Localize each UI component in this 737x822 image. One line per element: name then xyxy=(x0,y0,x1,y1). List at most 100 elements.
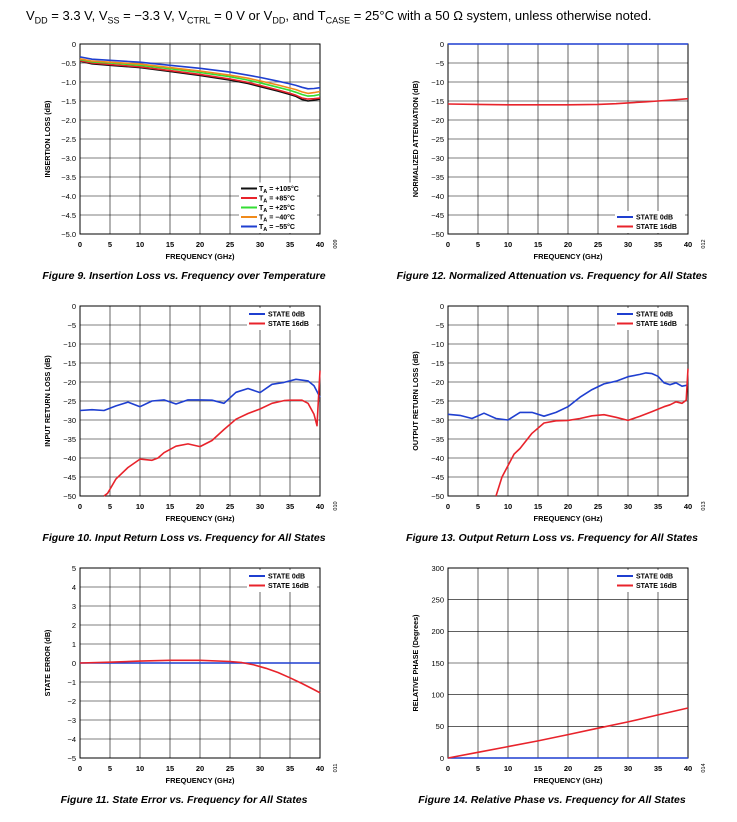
y-tick-label: 2 xyxy=(72,621,76,630)
header-subscript: DD xyxy=(34,15,48,26)
legend-label: STATE 16dB xyxy=(268,321,309,328)
x-tick-label: 20 xyxy=(564,502,572,511)
y-tick-label: −1.5 xyxy=(61,97,76,106)
header-subscript: CTRL xyxy=(187,15,211,26)
x-tick-label: 5 xyxy=(476,240,480,249)
x-axis-label: FREQUENCY (GHz) xyxy=(165,776,235,785)
y-tick-label: −50 xyxy=(431,492,444,501)
y-tick-label: 250 xyxy=(431,595,444,604)
y-tick-label: −40 xyxy=(63,454,76,463)
figure-caption: Figure 13. Output Return Loss vs. Freque… xyxy=(406,532,698,544)
legend-label-value: = −55°C xyxy=(267,223,295,231)
y-tick-label: −20 xyxy=(63,378,76,387)
plot-frame xyxy=(447,305,689,497)
legend-label: STATE 16dB xyxy=(636,224,677,231)
x-tick-label: 0 xyxy=(78,240,82,249)
series-line-state-16db xyxy=(495,368,689,497)
x-tick-label: 25 xyxy=(226,764,234,773)
y-tick-label: −40 xyxy=(431,192,444,201)
y-tick-label: −10 xyxy=(431,78,444,87)
y-tick-label: −3 xyxy=(67,716,76,725)
x-tick-label: 20 xyxy=(196,240,204,249)
y-tick-label: 200 xyxy=(431,627,444,636)
legend-label: TA = +85°C xyxy=(259,195,295,205)
y-tick-label: −20 xyxy=(431,378,444,387)
y-tick-label: 1 xyxy=(72,640,76,649)
legend-label-main: T xyxy=(259,215,264,222)
x-tick-label: 40 xyxy=(684,764,692,773)
figure-code: 012 xyxy=(701,239,707,248)
header-subscript: DD xyxy=(272,15,286,26)
y-tick-label: −4 xyxy=(67,735,76,744)
x-axis-label: FREQUENCY (GHz) xyxy=(533,776,603,785)
y-tick-label: −3.0 xyxy=(61,154,76,163)
x-tick-label: 35 xyxy=(286,502,294,511)
series-line-state-0db xyxy=(447,372,689,421)
x-tick-label: 10 xyxy=(136,240,144,249)
y-tick-label: 0 xyxy=(440,302,444,311)
x-tick-label: 10 xyxy=(136,764,144,773)
y-tick-label: 0 xyxy=(72,40,76,49)
x-tick-label: 5 xyxy=(108,764,112,773)
y-axis-label: RELATIVE PHASE (Degrees) xyxy=(411,614,420,712)
x-tick-label: 0 xyxy=(78,502,82,511)
y-tick-label: −25 xyxy=(431,135,444,144)
x-axis-label: FREQUENCY (GHz) xyxy=(533,252,603,261)
x-tick-label: 15 xyxy=(166,240,174,249)
y-tick-label: −1 xyxy=(67,678,76,687)
legend-label-main: T xyxy=(259,196,264,203)
y-tick-label: −10 xyxy=(63,340,76,349)
chart-input-return-loss: 0 5 10 15 20 25 30 35 40 0 −5 −10 −15 −20 −25 −30 −35 −40… xyxy=(0,294,368,560)
chart-insertion-loss: 0 5 10 15 20 25 30 35 40 0 −0.5 −1.0 −1.5 −2.0 −2.5 −3.… xyxy=(0,32,368,298)
y-tick-label: −30 xyxy=(63,416,76,425)
legend-label-value: = +25°C xyxy=(267,204,295,212)
series-line-t-a-55-c xyxy=(79,56,321,90)
legend-label-main: T xyxy=(259,205,264,212)
y-tick-label: −35 xyxy=(431,435,444,444)
x-tick-label: 25 xyxy=(594,240,602,249)
legend-label: STATE 16dB xyxy=(636,583,677,590)
legend-label: TA = −40°C xyxy=(259,214,295,224)
chart-svg: 0 5 10 15 20 25 30 35 40 0 −5 −10 −15 −20 −25 −30 −35 −40… xyxy=(411,302,707,523)
header-text: = −3.3 V, V xyxy=(119,8,188,23)
y-tick-label: −25 xyxy=(431,397,444,406)
x-tick-label: 10 xyxy=(504,240,512,249)
y-tick-label: −25 xyxy=(63,397,76,406)
series-line-state-16db xyxy=(79,659,321,694)
x-tick-label: 30 xyxy=(256,764,264,773)
x-tick-label: 40 xyxy=(684,240,692,249)
y-tick-label: 3 xyxy=(72,602,76,611)
legend-label-subscript: A xyxy=(263,199,267,205)
y-tick-label: 150 xyxy=(431,659,444,668)
y-tick-label: −35 xyxy=(431,173,444,182)
legend-label-value: = +85°C xyxy=(267,195,295,203)
y-tick-label: −2 xyxy=(67,697,76,706)
x-tick-label: 0 xyxy=(446,764,450,773)
y-axis-label: OUTPUT RETURN LOSS (dB) xyxy=(411,351,420,451)
plot-frame xyxy=(79,305,321,497)
x-tick-label: 15 xyxy=(534,240,542,249)
y-tick-label: −20 xyxy=(431,116,444,125)
figure-caption: Figure 12. Normalized Attenuation vs. Fr… xyxy=(396,270,708,282)
x-tick-label: 15 xyxy=(534,502,542,511)
header-text: = 0 V or V xyxy=(210,8,273,23)
header-text: = 3.3 V, V xyxy=(47,8,108,23)
y-tick-label: 0 xyxy=(72,302,76,311)
x-tick-label: 20 xyxy=(196,764,204,773)
x-tick-label: 40 xyxy=(316,764,324,773)
y-axis-label: INSERTION LOSS (dB) xyxy=(43,100,52,178)
y-axis-label: STATE ERROR (dB) xyxy=(43,629,52,696)
series-line-state-16db xyxy=(447,97,689,106)
x-tick-label: 5 xyxy=(476,764,480,773)
legend-label-value: = +105°C xyxy=(267,185,299,193)
y-tick-label: −4.5 xyxy=(61,211,76,220)
y-tick-label: −5 xyxy=(435,321,444,330)
figure-code: 014 xyxy=(701,763,707,772)
figure-caption: Figure 11. State Error vs. Frequency for… xyxy=(60,794,308,806)
y-tick-label: −5.0 xyxy=(61,230,76,239)
y-tick-label: −30 xyxy=(431,416,444,425)
y-tick-label: −50 xyxy=(63,492,76,501)
series-line-t-a-40-c xyxy=(79,58,321,95)
header-text: = 25°C with a 50 Ω system, unless otherw… xyxy=(350,8,652,23)
x-tick-label: 40 xyxy=(316,240,324,249)
